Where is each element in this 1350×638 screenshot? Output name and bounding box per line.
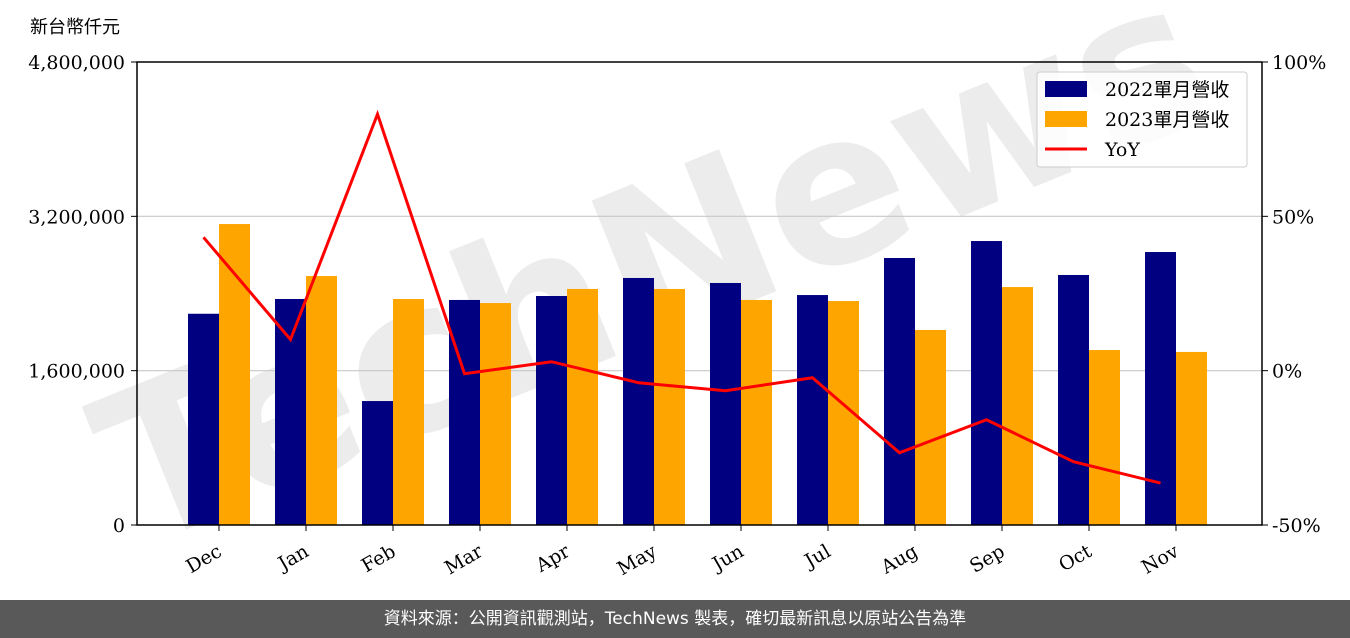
y-tick-label: 4,800,000 (28, 52, 125, 74)
bar (567, 288, 598, 525)
bar (188, 313, 219, 525)
x-tick-label: Jun (707, 540, 748, 576)
legend-swatch (1045, 111, 1087, 127)
x-tick-label: Aug (877, 540, 922, 579)
bar (710, 282, 741, 525)
bar (797, 295, 828, 525)
y2-tick-label: 0% (1272, 361, 1302, 383)
bar (1176, 351, 1207, 525)
x-tick-label: Nov (1138, 540, 1183, 579)
bar (275, 298, 306, 525)
legend-label: 2022單月營收 (1105, 79, 1229, 101)
legend-label: YoY (1104, 139, 1140, 161)
bar (393, 298, 424, 525)
legend-label: 2023單月營收 (1105, 109, 1229, 131)
bar (536, 296, 567, 525)
bar (362, 401, 393, 525)
bar (219, 224, 250, 526)
bar (449, 299, 480, 525)
bar (884, 258, 915, 525)
x-tick-label: May (614, 540, 661, 580)
chart: TechNews 新台幣仟元 01,600,0003,200,0004,800,… (28, 0, 1326, 595)
x-tick-label: Feb (358, 540, 400, 577)
bar (971, 241, 1002, 525)
x-tick-label: Jul (799, 540, 834, 573)
legend-swatch (1045, 81, 1087, 97)
y2-tick-label: 100% (1272, 52, 1326, 74)
bar (480, 303, 511, 525)
x-tick-label: Mar (441, 540, 487, 579)
bar (1002, 287, 1033, 525)
y-tick-label: 0 (113, 515, 125, 537)
x-tick-label: Sep (966, 540, 1009, 577)
bar (741, 299, 772, 525)
bar (306, 276, 337, 525)
bar (1145, 252, 1176, 525)
footer-note: 資料來源：公開資訊觀測站，TechNews 製表，確切最新訊息以原站公告為準 (0, 600, 1350, 638)
plot-frame (136, 61, 1263, 526)
x-tick-label: Oct (1055, 540, 1096, 576)
x-tick-label: Apr (531, 540, 574, 577)
bar (623, 277, 654, 525)
y-tick-label: 3,200,000 (28, 206, 125, 228)
legend-box (1036, 71, 1248, 168)
y-axis-title: 新台幣仟元 (30, 17, 120, 38)
y2-tick-label: -50% (1272, 515, 1321, 537)
bar (1058, 274, 1089, 525)
bar (654, 288, 685, 525)
bar (915, 329, 946, 525)
y2-tick-label: 50% (1272, 206, 1314, 228)
bar (1089, 350, 1120, 525)
y-tick-label: 1,600,000 (28, 361, 125, 383)
line-series (202, 109, 1161, 485)
